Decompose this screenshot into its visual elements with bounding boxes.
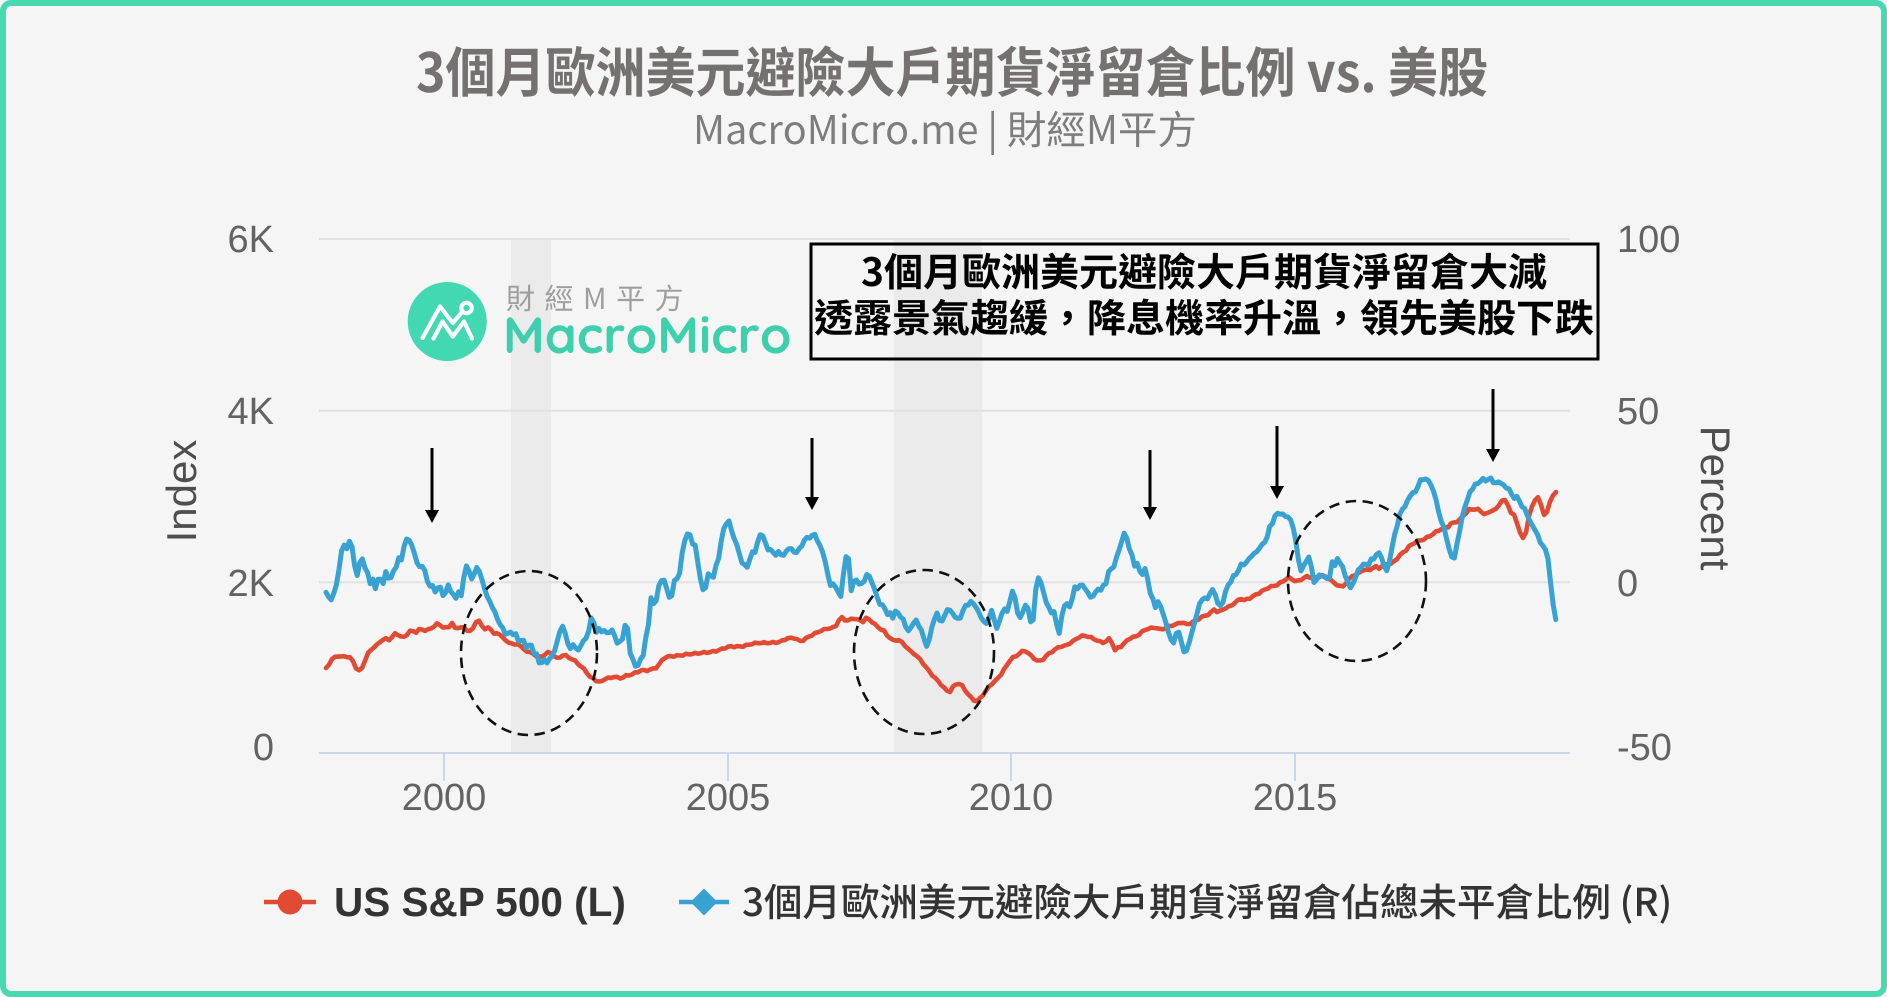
svg-text:Percent: Percent [1692, 426, 1739, 571]
svg-text:6K: 6K [228, 219, 274, 261]
svg-text:2010: 2010 [969, 777, 1054, 819]
svg-text:4K: 4K [228, 391, 274, 433]
svg-text:50: 50 [1617, 391, 1659, 433]
svg-text:2K: 2K [228, 563, 274, 605]
svg-text:2015: 2015 [1253, 777, 1338, 819]
svg-text:0: 0 [253, 727, 274, 769]
svg-text:100: 100 [1617, 219, 1680, 261]
svg-text:Index: Index [158, 440, 205, 543]
svg-text:2005: 2005 [686, 777, 771, 819]
svg-text:0: 0 [1617, 563, 1638, 605]
svg-text:-50: -50 [1617, 727, 1672, 769]
svg-text:US S&P 500 (L): US S&P 500 (L) [334, 879, 626, 925]
svg-text:2000: 2000 [402, 777, 487, 819]
